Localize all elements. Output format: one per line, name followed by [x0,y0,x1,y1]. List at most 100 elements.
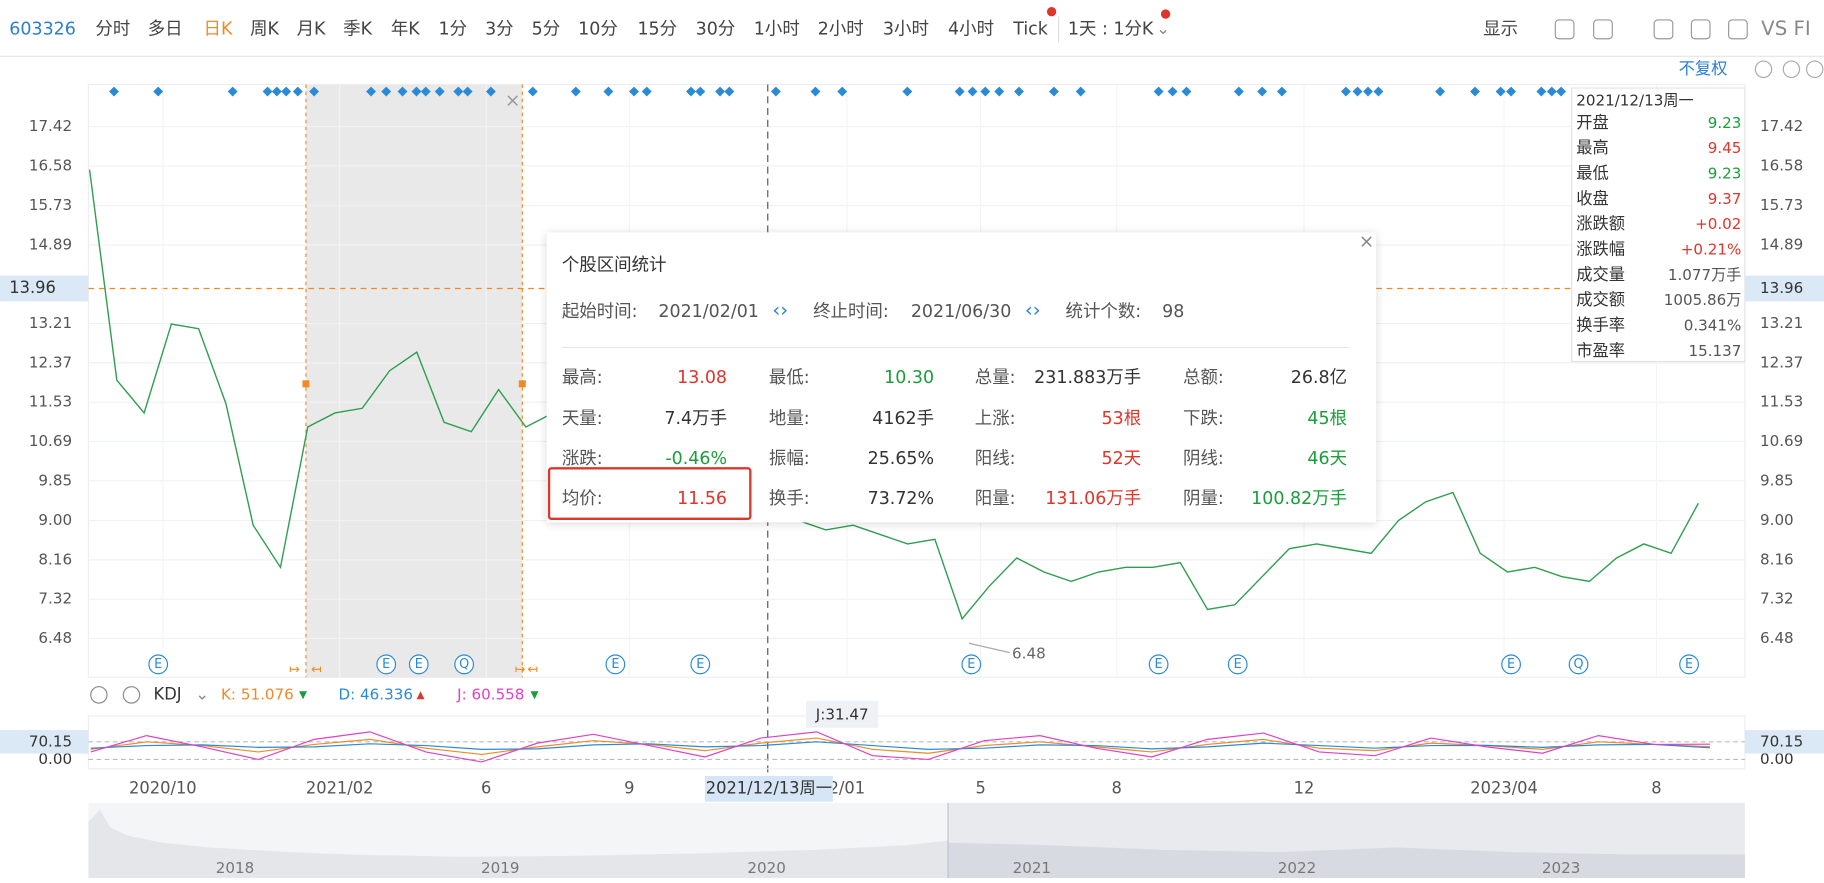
period-tab[interactable]: 3分 [485,19,514,39]
count: 98 [1162,302,1184,322]
count-label: 统计个数: [1066,302,1142,322]
event-marker[interactable] [1679,654,1699,675]
event-marker[interactable] [961,654,982,675]
period-tab[interactable]: 15分 [637,19,677,39]
period-tab[interactable]: 周K [250,19,279,39]
x-tick-label: 8 [1651,778,1661,797]
signal-marker[interactable] [1048,86,1059,97]
stock-code[interactable]: 603326 [9,19,76,39]
period-tab[interactable]: 1小时 [754,19,800,39]
close-icon[interactable] [122,686,141,704]
navigator-year: 2023 [1542,859,1580,877]
navigator-year: 2022 [1278,859,1316,877]
zoom-icon[interactable] [1805,60,1824,79]
stats-close[interactable]: × [1359,231,1375,252]
display-menu[interactable]: 显示 [1483,19,1518,39]
stats-panel: 个股区间统计 × 起始时间: 2021/02/01 ‹› 终止时间: 2021/… [546,231,1377,523]
event-marker[interactable] [690,654,711,675]
indicator-name[interactable]: KDJ [154,684,182,703]
kdj-line [90,731,1711,763]
y-tick-label-right: 11.53 [1760,393,1803,411]
event-marker-label: E [154,657,162,672]
period-tab[interactable]: 2小时 [818,19,864,39]
signal-marker[interactable] [227,86,238,97]
y-tick-label: 9.85 [38,471,72,489]
signal-marker[interactable] [271,86,282,97]
range-handle[interactable] [518,380,526,388]
stat-value: 45根 [1307,409,1347,429]
period-tab[interactable]: 分时 [95,19,130,39]
period-tab[interactable]: 1分 [439,19,468,39]
info-label: 涨跌幅 [1576,239,1625,258]
kdj-tick-label-right: 70.15 [1760,732,1803,750]
info-value: 9.23 [1708,164,1742,182]
y-tick-label: 17.42 [29,117,72,135]
start-stepper[interactable]: ‹› [772,299,788,322]
toolbar-icon[interactable] [1728,19,1748,40]
kdj-line [90,737,1711,755]
period-tab[interactable]: 30分 [696,19,736,39]
range-handle[interactable] [302,380,310,388]
range-arrow[interactable]: ↤ [311,663,322,678]
range-arrow[interactable]: ↤ [527,663,538,678]
toolbar-icon[interactable] [1593,19,1613,40]
period-tab[interactable]: 4小时 [948,19,994,39]
kdj-line [90,741,1711,750]
crosshair-label: 13.96 [1760,279,1803,297]
cursor-date-bg [704,775,833,802]
period-tab[interactable]: 10分 [578,19,618,39]
toolbar-icon[interactable] [1653,19,1674,40]
period-tab[interactable]: 季K [343,19,372,39]
event-marker[interactable] [376,654,397,675]
range-arrow[interactable]: ↦ [289,663,300,678]
period-tab[interactable]: 5分 [532,19,561,39]
dropdown-caret[interactable]: ⌄ [1156,19,1170,38]
zoom-icon[interactable] [1782,60,1801,79]
event-marker[interactable] [148,654,169,675]
adjust-toggle[interactable]: 不复权 [1679,59,1728,78]
signal-marker[interactable] [281,86,292,97]
period-tab[interactable]: 年K [391,19,420,39]
period-tab[interactable]: 月K [297,19,326,39]
event-marker[interactable] [1148,654,1169,675]
event-marker[interactable] [605,654,626,675]
period-tab[interactable]: 日K [204,19,233,39]
stats-bg [546,232,1377,523]
event-marker[interactable] [1568,654,1589,675]
period-select[interactable]: 1天 : 1分K [1068,19,1154,39]
y-tick-label-right: 6.48 [1760,629,1794,647]
period-tab[interactable]: 多日 [148,19,183,39]
range-arrow[interactable]: ↦ [515,663,526,678]
event-marker-label: E [967,657,975,672]
period-tab[interactable]: 3小时 [883,19,929,39]
range-close[interactable]: × [505,90,521,111]
settings-icon[interactable] [90,686,108,704]
toolbar-icon[interactable] [1554,19,1575,40]
signal-marker[interactable] [462,86,473,97]
compare-button[interactable]: VS FI [1761,17,1811,40]
event-marker-label: E [1155,657,1163,672]
zoom-icon[interactable] [1754,60,1773,79]
period-tab[interactable]: Tick [1012,19,1048,39]
y-tick-label-right: 15.73 [1760,196,1803,214]
signal-marker[interactable] [153,86,164,97]
price-line [88,169,1699,621]
info-value: 9.37 [1708,190,1742,208]
signal-marker[interactable] [109,86,119,97]
signal-marker[interactable] [527,86,538,97]
event-marker[interactable] [454,654,475,675]
indicator-dropdown[interactable]: ⌄ [195,684,209,703]
event-marker[interactable] [1501,654,1521,675]
event-marker[interactable] [1227,654,1248,675]
event-marker[interactable] [408,654,429,675]
y-tick-label: 16.58 [29,156,72,174]
end-stepper[interactable]: ‹› [1025,299,1041,322]
kdj-label-bg [0,730,89,754]
y-tick-label: 6.48 [38,629,72,647]
y-tick-label: 14.89 [29,235,72,253]
stat-label: 总量: [975,368,1016,388]
event-marker-label: Q [1574,657,1584,672]
y-tick-label-right: 9.00 [1760,511,1794,529]
signal-marker[interactable] [262,86,273,97]
toolbar-icon[interactable] [1690,19,1711,40]
